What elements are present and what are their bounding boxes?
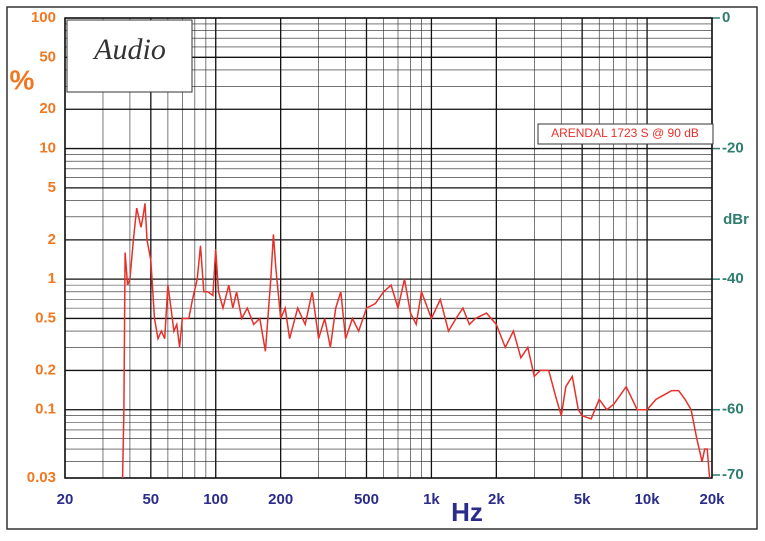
y-tick-label: 2	[48, 231, 56, 248]
x-tick-label: 20	[57, 491, 74, 508]
x-tick-label: 10k	[635, 491, 661, 508]
logo: Audio	[92, 33, 166, 66]
x-tick-label: 20k	[699, 491, 725, 508]
logo-box	[66, 19, 193, 93]
legend-box	[537, 123, 714, 145]
y-tick-label: 0.5	[35, 309, 56, 326]
y-tick-label: 10	[39, 140, 56, 157]
y2-tick-label: -20	[722, 140, 744, 157]
y-tick-label: 5	[48, 179, 56, 196]
x-tick-label: 5k	[574, 491, 591, 508]
y-tick-label: 0.03	[27, 469, 56, 486]
y2-tick-label: 0	[722, 9, 730, 26]
y2-tick-label: -40	[722, 270, 744, 287]
y-tick-label: 0.2	[35, 361, 56, 378]
series-line	[121, 203, 711, 479]
y-tick-label: 20	[39, 100, 56, 117]
y2-axis-label: dBr	[723, 211, 749, 228]
x-tick-label: 100	[203, 491, 228, 508]
legend-label: ARENDAL 1723 S @ 90 dB	[551, 126, 699, 140]
y-tick-label: 0.1	[35, 401, 56, 418]
x-tick-label: 1k	[423, 491, 440, 508]
y-tick-label: 50	[39, 48, 56, 65]
plot-border	[64, 17, 713, 479]
y-axis-label: %	[10, 64, 35, 95]
x-tick-label: 500	[354, 491, 379, 508]
x-tick-label: 200	[268, 491, 293, 508]
y2-tick-label: -60	[722, 401, 744, 418]
y-tick-label: 1	[48, 270, 56, 287]
y2-tick-label: -70	[722, 466, 744, 483]
frame	[6, 6, 758, 530]
x-axis-label: Hz	[451, 497, 483, 527]
x-tick-label: 2k	[488, 491, 505, 508]
x-tick-label: 50	[142, 491, 159, 508]
y-tick-label: 100	[31, 9, 56, 26]
